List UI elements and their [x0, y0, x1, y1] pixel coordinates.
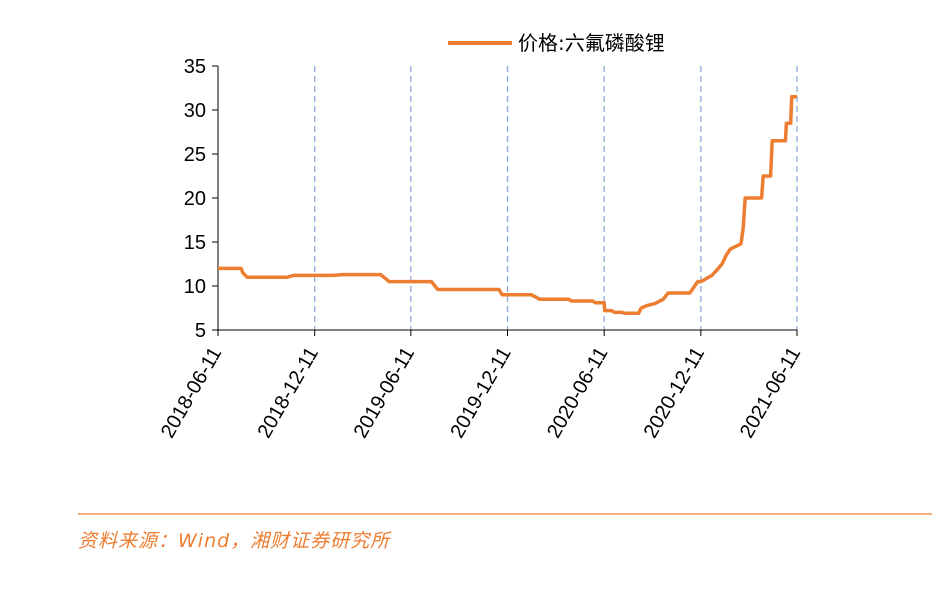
legend-label: 价格:六氟磷酸锂: [518, 31, 665, 55]
y-tick-label: 20: [184, 188, 206, 210]
y-tick-label: 15: [184, 232, 206, 254]
x-tick-label: 2018-12-11: [254, 344, 323, 442]
y-tick-label: 30: [184, 100, 206, 122]
y-tick-labels: 5 10 15 20 25 30 35: [184, 56, 218, 342]
source-note: 资料来源：Wind，湘财证券研究所: [78, 530, 391, 552]
x-tick-label: 2018-06-11: [157, 344, 226, 442]
series-line-lipf6-price: [218, 95, 797, 316]
x-tick-label: 2020-12-11: [640, 344, 709, 442]
y-tick-label: 35: [184, 56, 206, 78]
x-tick-label: 2021-06-11: [736, 344, 805, 442]
y-tick-label: 10: [184, 276, 206, 298]
x-tick-label: 2019-06-11: [350, 344, 419, 442]
legend: 价格:六氟磷酸锂: [448, 31, 665, 55]
y-tick-label: 5: [195, 320, 206, 342]
x-tick-label: 2019-12-11: [446, 344, 515, 442]
y-tick-label: 25: [184, 144, 206, 166]
grid-lines: [314, 66, 798, 330]
x-tick-label: 2020-06-11: [543, 344, 612, 442]
x-tick-labels: 2018-06-11 2018-12-11 2019-06-11 2019-12-11…: [157, 330, 805, 442]
